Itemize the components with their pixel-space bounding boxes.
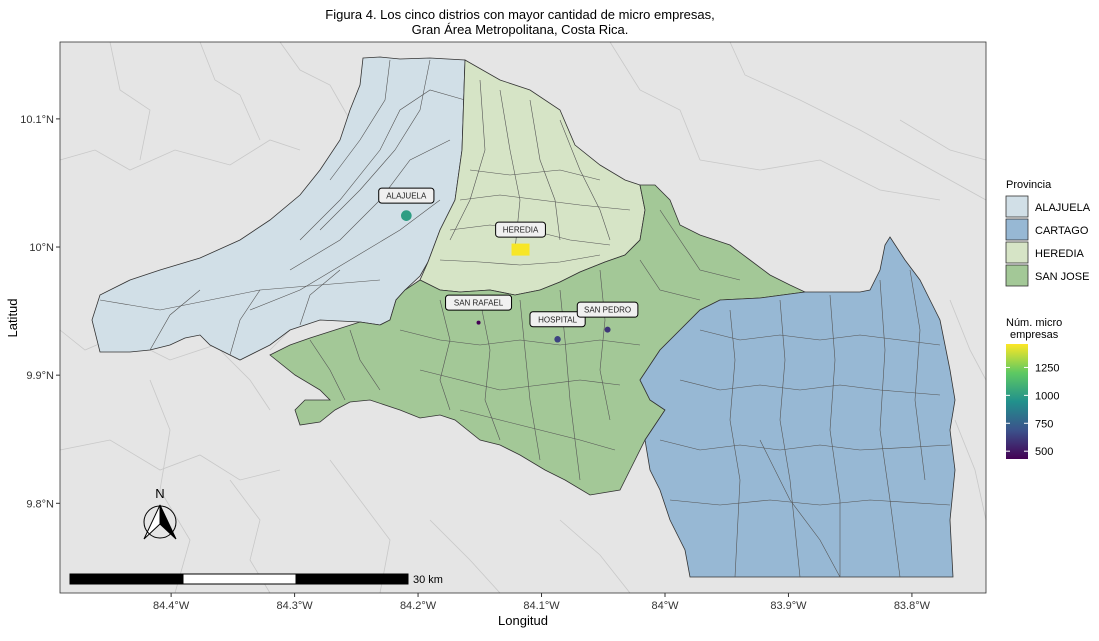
x-tick-label-0: 84.4°W bbox=[153, 600, 190, 612]
province-legend-key-2 bbox=[1005, 241, 1029, 264]
colorbar-tick-label-3: 1250 bbox=[1035, 362, 1059, 374]
x-tick-label-4: 84°W bbox=[651, 600, 679, 612]
district-label-box-hospital bbox=[529, 311, 586, 328]
province-legend-label-2: HEREDIA bbox=[1035, 248, 1085, 260]
x-tick-label-6: 83.8°W bbox=[894, 600, 931, 612]
colorbar-tick-label-2: 1000 bbox=[1035, 390, 1059, 402]
district-label-alajuela: ALAJUELA bbox=[386, 192, 427, 201]
district-point-san-pedro bbox=[604, 326, 611, 333]
chart-title-line-2: Gran Área Metropolitana, Costa Rica. bbox=[412, 22, 629, 37]
x-tick-label-1: 84.3°W bbox=[276, 600, 313, 612]
district-point-hospital bbox=[554, 336, 561, 343]
chart-title-line-1: Figura 4. Los cinco distrios con mayor c… bbox=[325, 7, 714, 22]
district-point-heredia bbox=[511, 243, 530, 256]
district-label-heredia: HEREDIA bbox=[503, 226, 539, 235]
y-tick-label-1: 9.9°N bbox=[26, 370, 54, 382]
x-axis-label: Longitud bbox=[498, 613, 548, 628]
district-labels: ALAJUELA HEREDIA SAN RAFAEL HOSPITAL SAN PED… bbox=[378, 187, 639, 328]
province-legend-label-0: ALAJUELA bbox=[1035, 202, 1091, 214]
district-point-san-rafael bbox=[476, 320, 481, 325]
y-tick-label-0: 9.8°N bbox=[26, 498, 54, 510]
y-axis: 9.8°N 9.9°N 10°N 10.1°N bbox=[20, 114, 60, 510]
district-label-san-rafael: SAN RAFAEL bbox=[454, 299, 504, 308]
district-label-box-alajuela bbox=[378, 187, 435, 204]
district-points bbox=[401, 210, 611, 343]
scale-bar-segment-1 bbox=[69, 573, 184, 585]
province-legend-key-3 bbox=[1005, 264, 1029, 287]
north-arrow-label: N bbox=[155, 486, 164, 501]
province-legend-label-1: CARTAGO bbox=[1035, 225, 1089, 237]
scale-bar-segment-3 bbox=[295, 573, 409, 585]
district-label-box-san-rafael bbox=[445, 294, 513, 311]
district-label-san-pedro: SAN PEDRO bbox=[584, 306, 631, 315]
surrounding-district-boundaries bbox=[59, 41, 987, 594]
x-axis: 84.4°W 84.3°W 84.2°W 84.1°W 84°W 83.9°W 83.8°W bbox=[153, 593, 931, 612]
x-tick-label-3: 84.1°W bbox=[523, 600, 560, 612]
scale-bar-segment-2 bbox=[182, 573, 297, 585]
district-label-box-san-pedro bbox=[576, 301, 639, 318]
scale-bar: 30 km bbox=[69, 573, 443, 586]
colorbar-title-line-2: empresas bbox=[1010, 329, 1059, 341]
x-tick-label-2: 84.2°W bbox=[400, 600, 437, 612]
colorbar-gradient bbox=[1006, 344, 1028, 459]
north-arrow: N bbox=[143, 486, 177, 540]
district-point-alajuela bbox=[401, 210, 412, 221]
north-arrow-icon bbox=[143, 504, 177, 540]
y-axis-label: Latitud bbox=[5, 298, 20, 337]
province-legend-key-0 bbox=[1005, 195, 1029, 218]
province-cartago bbox=[639, 236, 956, 578]
colorbar-tick-label-1: 750 bbox=[1035, 418, 1053, 430]
x-tick-label-5: 83.9°W bbox=[770, 600, 807, 612]
district-label-hospital: HOSPITAL bbox=[538, 315, 578, 324]
y-tick-label-3: 10.1°N bbox=[20, 114, 54, 126]
scale-bar-label: 30 km bbox=[413, 574, 443, 586]
province-legend-label-3: SAN JOSE bbox=[1035, 271, 1089, 283]
map-panel-border bbox=[59, 41, 987, 594]
colorbar-tick-label-0: 500 bbox=[1035, 446, 1053, 458]
province-legend-title: Provincia bbox=[1006, 179, 1052, 191]
y-tick-label-2: 10°N bbox=[29, 242, 54, 254]
district-label-box-heredia bbox=[495, 221, 546, 238]
colorbar-title-line-1: Núm. micro bbox=[1006, 317, 1062, 329]
province-legend: Provincia ALAJUELA CARTAGO HEREDIA SAN JOSE bbox=[1005, 179, 1091, 287]
province-legend-key-1 bbox=[1005, 218, 1029, 241]
